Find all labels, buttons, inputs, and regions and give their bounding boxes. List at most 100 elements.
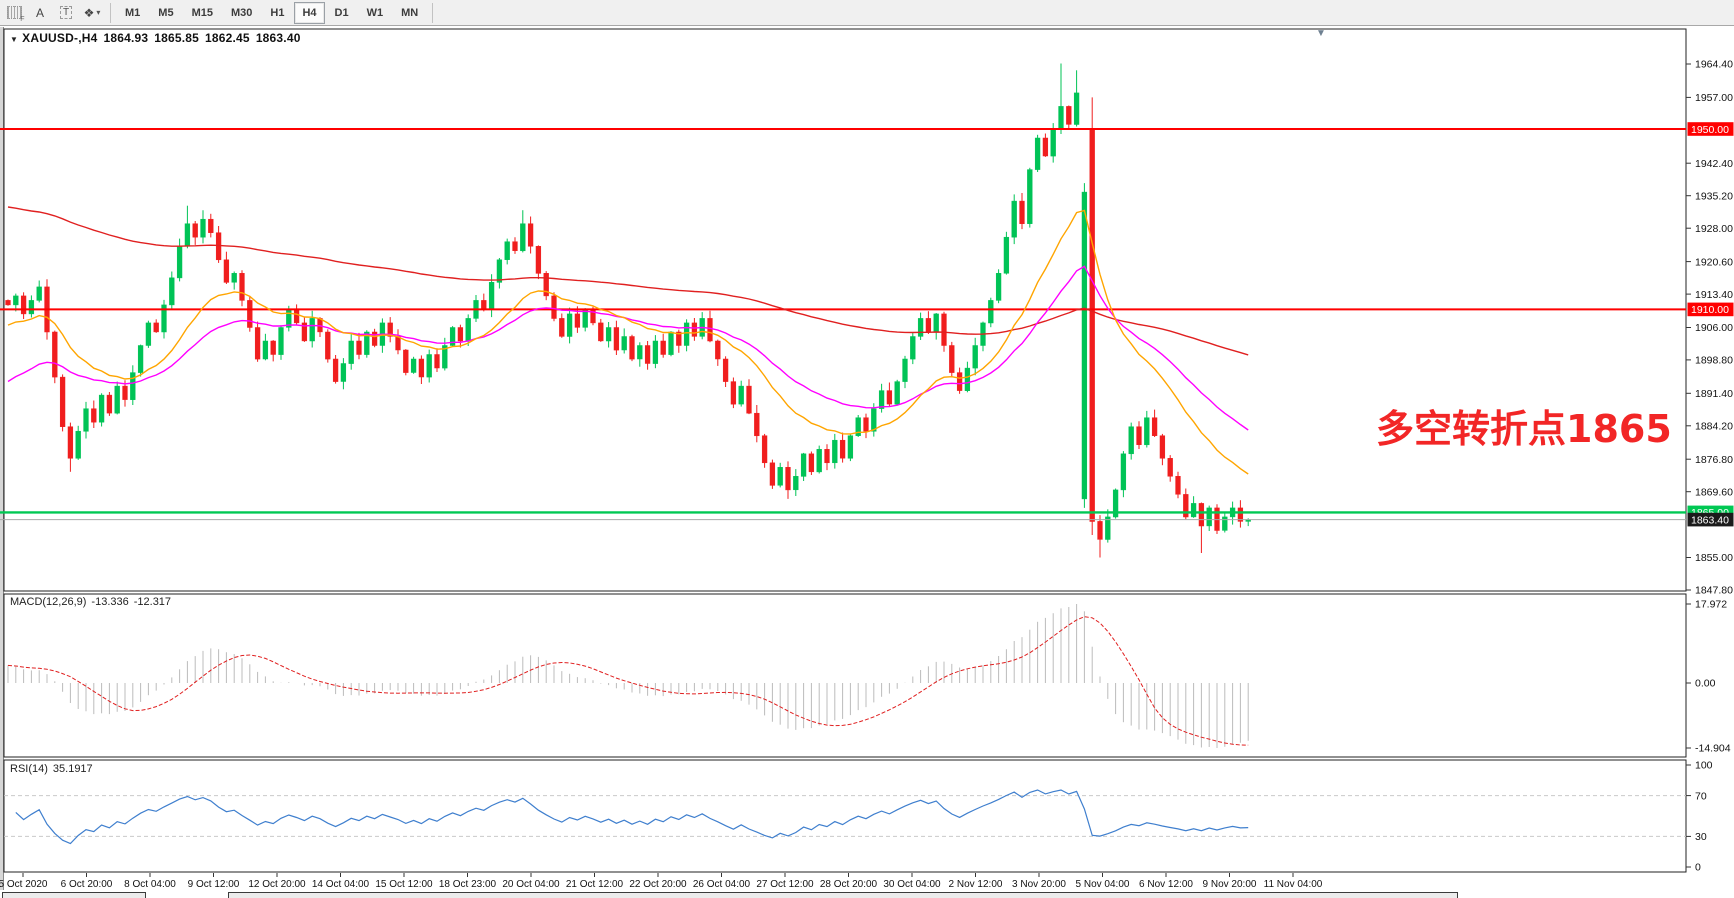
quote-close: 1863.40 <box>255 31 301 45</box>
text-annotation-button[interactable]: A <box>28 2 52 24</box>
macd-signal-value: -12.317 <box>133 596 172 608</box>
letter-a-icon: A <box>35 5 44 20</box>
date-axis-label: 30 Oct 04:00 <box>883 879 941 890</box>
symbol-period-label: XAUUSD-,H4 <box>22 31 98 45</box>
macd-panel-label: MACD(12,26,9) -13.336 -12.317 <box>10 596 176 608</box>
date-axis-label: 18 Oct 23:00 <box>439 879 497 890</box>
bottom-window-tab-2[interactable] <box>228 892 1458 898</box>
date-axis-label: 6 Oct 20:00 <box>61 879 113 890</box>
quote-open: 1864.93 <box>103 31 149 45</box>
rsi-line <box>15 789 1249 845</box>
chart-shift-marker-icon[interactable]: ▼ <box>1316 28 1326 39</box>
timeframe-m5[interactable]: M5 <box>158 6 174 19</box>
quote-low: 1862.45 <box>205 31 250 45</box>
price-tick: 1942.40 <box>1695 158 1733 170</box>
date-axis-label: 3 Nov 20:00 <box>1012 879 1066 890</box>
macd-tick: 17.972 <box>1695 599 1727 611</box>
date-axis-label: 12 Oct 20:00 <box>248 879 306 890</box>
object-cycle-button[interactable]: ❖ ▾ <box>80 2 104 24</box>
candles <box>5 63 1251 558</box>
date-axis-label: 20 Oct 04:00 <box>502 879 560 890</box>
price-chart-svg[interactable]: 1964.40 1957.00 1942.40 1935.20 1928.00 1920.… <box>0 26 1734 898</box>
price-badge-1950.00 <box>1687 122 1734 136</box>
rsi-tick: 70 <box>1695 790 1707 802</box>
price-badge-1910.00 <box>1687 302 1734 317</box>
top-toolbar: F A T ❖ ▾ M1 M5 M15 M30 H1 H4 D1 W1 MN <box>0 0 1734 26</box>
date-axis-label: 8 Oct 04:00 <box>124 879 176 890</box>
symbol-dropdown-icon: ▼ <box>10 35 19 44</box>
price-badge-text: 1950.00 <box>1691 124 1729 136</box>
macd-name: MACD(12,26,9) <box>10 596 87 608</box>
price-tick: 1869.60 <box>1695 486 1733 498</box>
price-tick: 1920.60 <box>1695 256 1733 268</box>
price-badge-text: 1863.40 <box>1691 514 1729 526</box>
macd-tick: -14.904 <box>1695 743 1731 755</box>
date-axis-label: 9 Oct 12:00 <box>188 879 240 890</box>
date-axis-label: 9 Nov 20:00 <box>1203 879 1257 890</box>
chart-area[interactable]: 1964.40 1957.00 1942.40 1935.20 1928.00 1920.… <box>0 26 1734 898</box>
price-tick: 1884.20 <box>1695 421 1733 433</box>
bottom-window-tab-1[interactable] <box>2 892 146 898</box>
price-tick: 1913.40 <box>1695 289 1733 301</box>
timeframe-d1[interactable]: D1 <box>334 6 349 19</box>
date-axis-label: 5 Oct 2020 <box>0 879 48 890</box>
date-axis-label: 27 Oct 12:00 <box>756 879 814 890</box>
text-box-button[interactable]: T <box>54 2 78 24</box>
price-tick: 1964.40 <box>1695 59 1733 71</box>
trend-note-annotation: 多空转折点1865 <box>1376 407 1672 451</box>
price-tick: 1898.80 <box>1695 355 1733 367</box>
chart-quote-header: ▼ XAUUSD-,H4 1864.93 1865.85 1862.45 1863.40 <box>10 31 307 45</box>
indicator-grid-icon: F <box>6 6 25 23</box>
toolbar-separator <box>110 2 111 23</box>
timeframe-m15[interactable]: M15 <box>191 6 213 19</box>
timeframe-h4[interactable]: H4 <box>294 1 325 24</box>
price-tick: 1876.80 <box>1695 454 1733 466</box>
timeframe-h1[interactable]: H1 <box>270 6 285 19</box>
chevron-down-icon: ▾ <box>96 8 101 17</box>
toolbar-separator <box>432 2 434 23</box>
quote-high: 1865.85 <box>154 31 200 45</box>
macd-tick: 0.00 <box>1695 678 1716 690</box>
date-axis-label: 6 Nov 12:00 <box>1139 879 1193 890</box>
date-axis-label: 14 Oct 04:00 <box>312 879 370 890</box>
price-badge-1863.40 <box>1687 512 1734 527</box>
price-badge-text: 1910.00 <box>1691 304 1729 316</box>
rsi-panel-frame <box>3 759 1687 873</box>
object-cycle-icon: ❖ <box>83 5 95 20</box>
price-tick: 1906.00 <box>1695 322 1733 334</box>
date-axis-label: 28 Oct 20:00 <box>820 879 878 890</box>
macd-histogram <box>7 604 1249 748</box>
rsi-name: RSI(14) <box>10 763 48 775</box>
price-tick: 1928.00 <box>1695 223 1733 235</box>
date-axis-label: 22 Oct 20:00 <box>629 879 687 890</box>
rsi-tick: 30 <box>1695 831 1707 843</box>
rsi-tick: 0 <box>1695 862 1701 874</box>
date-axis-label: 26 Oct 04:00 <box>693 879 751 890</box>
ma-slow <box>7 206 1249 356</box>
timeframe-m1[interactable]: M1 <box>125 6 141 19</box>
price-tick: 1855.00 <box>1695 552 1733 564</box>
timeframe-w1[interactable]: W1 <box>366 6 384 19</box>
macd-main-value: -13.336 <box>91 596 129 608</box>
date-axis-label: 5 Nov 04:00 <box>1076 879 1130 890</box>
date-axis-label: 11 Nov 04:00 <box>1264 879 1323 890</box>
rsi-tick: 100 <box>1695 760 1713 772</box>
date-axis-label: 2 Nov 12:00 <box>949 879 1003 890</box>
indicator-list-button[interactable]: F <box>2 2 26 24</box>
ma-fast <box>7 209 1249 475</box>
price-tick: 1847.80 <box>1695 585 1733 597</box>
price-tick: 1935.20 <box>1695 190 1733 202</box>
timeframe-group: M1 M5 M15 M30 H1 H4 D1 W1 MN <box>117 1 426 24</box>
macd-signal-line <box>7 616 1249 746</box>
timeframe-mn[interactable]: MN <box>401 6 419 19</box>
rsi-value: 35.1917 <box>52 763 93 775</box>
price-tick: 1957.00 <box>1695 92 1733 104</box>
rsi-panel-label: RSI(14) 35.1917 <box>10 763 98 775</box>
date-axis-label: 21 Oct 12:00 <box>566 879 624 890</box>
ma-medium <box>7 265 1249 431</box>
price-tick: 1891.40 <box>1695 388 1733 400</box>
timeframe-m30[interactable]: M30 <box>230 6 253 19</box>
text-box-icon: T <box>59 6 73 19</box>
macd-panel-frame <box>3 593 1687 758</box>
